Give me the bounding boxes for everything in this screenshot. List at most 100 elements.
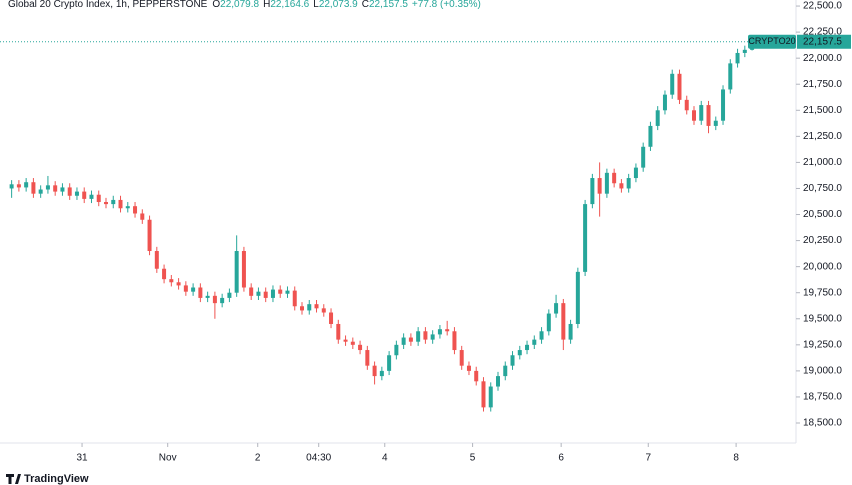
candle-body (9, 184, 14, 189)
candle-body (292, 290, 297, 307)
y-tick-label: 19,000.0 (803, 366, 842, 377)
candle-body (713, 120, 718, 126)
candle-body (387, 355, 392, 371)
candle-body (452, 331, 457, 351)
candle-body (670, 73, 675, 95)
ohlc-label: L (313, 0, 319, 10)
candle-body (169, 279, 174, 283)
candle-body (191, 287, 196, 292)
x-tick-label: 7 (645, 453, 651, 464)
candle-body (16, 184, 21, 188)
candle-body (300, 306, 304, 311)
candle-body (358, 344, 363, 351)
candle-body (336, 323, 341, 340)
candle-body (133, 206, 138, 214)
candle-body (372, 365, 377, 377)
ohlc-value: 22,073.9 (319, 0, 358, 10)
x-tick-label: 8 (733, 453, 739, 464)
y-tick-label: 22,250.0 (803, 27, 842, 38)
candle-body (104, 202, 108, 205)
ohlc-label: C (362, 0, 369, 10)
candle-body (343, 339, 348, 342)
candle-body (270, 289, 275, 298)
candle-body (401, 337, 406, 345)
ohlc-label: O (212, 0, 220, 10)
candle-body (321, 308, 326, 313)
candle-body (147, 219, 152, 252)
candle-body (597, 178, 602, 194)
candle-body (118, 199, 123, 209)
candle-body (53, 185, 58, 192)
candle-body (699, 105, 704, 121)
x-tick-label: 6 (558, 453, 564, 464)
candle-body (721, 89, 726, 121)
candle-body (626, 178, 631, 189)
candle-body (314, 304, 319, 309)
y-tick-label: 20,000.0 (803, 261, 842, 272)
y-tick-label: 19,750.0 (803, 287, 842, 298)
candle-body (496, 376, 500, 387)
candle-body (154, 251, 159, 269)
candle-body (183, 285, 188, 292)
candle-body (692, 110, 696, 121)
candle-body (728, 63, 733, 90)
price-tag-value-bg (797, 34, 851, 49)
candle-body (546, 313, 551, 332)
y-tick-label: 21,750.0 (803, 79, 842, 90)
candle-body (60, 187, 65, 192)
symbol: Global 20 Crypto Index, 1h, PEPPERSTONE (8, 0, 208, 10)
ohlc-value: 22,164.6 (270, 0, 309, 10)
candle-body (162, 268, 167, 280)
header: Global 20 Crypto Index, 1h, PEPPERSTONE O… (8, 0, 481, 10)
x-tick-label: 04:30 (306, 453, 331, 464)
candle-body (590, 178, 595, 205)
candle-body (648, 125, 653, 147)
candle-body (568, 323, 573, 340)
candle-body (198, 287, 203, 298)
y-tick-label: 21,250.0 (803, 131, 842, 142)
logo-icon (6, 474, 21, 484)
candle-body (612, 172, 617, 184)
y-tick-label: 22,000.0 (803, 53, 842, 64)
candle-body (329, 312, 334, 324)
y-tick-label: 22,500.0 (803, 1, 842, 12)
candle-body (684, 99, 689, 111)
candle-body (481, 381, 486, 408)
candle-body (212, 295, 217, 304)
candle-body (662, 94, 667, 111)
x-tick-label: 4 (382, 453, 388, 464)
candle-body (125, 206, 130, 209)
candle-body (641, 146, 646, 168)
candle-body (423, 331, 428, 340)
candle-body (437, 329, 442, 335)
candle-body (677, 73, 682, 100)
candle-body (742, 49, 747, 53)
y-tick-label: 20,500.0 (803, 209, 842, 220)
candle-body (176, 282, 181, 286)
candle-body (38, 189, 43, 194)
candle-body (31, 182, 36, 194)
candle-body (82, 191, 87, 199)
y-tick-label: 20,250.0 (803, 235, 842, 246)
candle-body (234, 251, 239, 293)
candle-body (220, 297, 225, 304)
candle-body (445, 329, 450, 332)
candle-body (466, 365, 471, 371)
candle-body (517, 350, 522, 356)
candle-body (459, 350, 464, 366)
candle-body (205, 295, 210, 298)
y-tick-label: 20,750.0 (803, 183, 842, 194)
candle-body (532, 339, 537, 345)
candle-body (554, 303, 559, 314)
candle-body (604, 172, 609, 194)
ohlc-value: 22,079.8 (220, 0, 259, 10)
x-tick-label: 5 (470, 453, 476, 464)
candle-body (394, 344, 399, 356)
candle-body (24, 182, 29, 188)
x-tick-label: 2 (255, 453, 261, 464)
y-tick-label: 21,000.0 (803, 157, 842, 168)
candle-body (583, 204, 588, 272)
candle-body (307, 304, 312, 311)
candle-body (735, 52, 740, 64)
candle-body (619, 183, 624, 189)
